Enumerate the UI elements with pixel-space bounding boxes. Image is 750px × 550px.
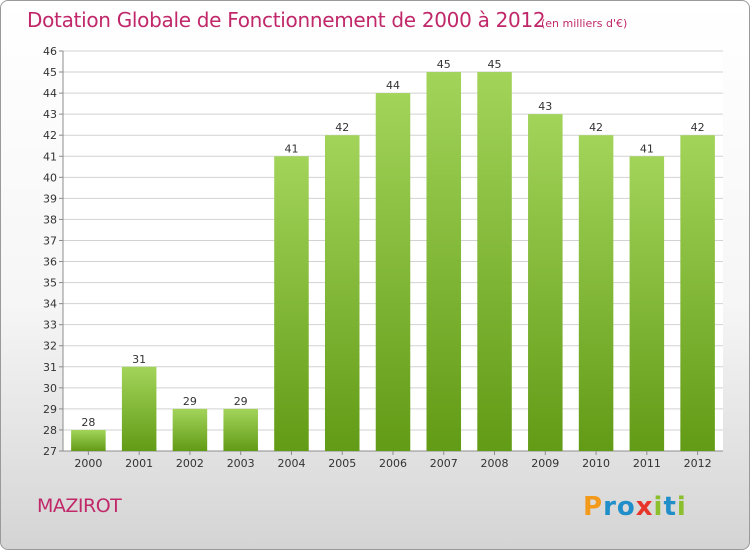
- y-tick-label: 29: [43, 403, 57, 416]
- bar-value-label: 43: [538, 100, 552, 113]
- bar-value-label: 41: [640, 142, 654, 155]
- bar-value-label: 29: [183, 395, 197, 408]
- x-tick-label: 2004: [277, 457, 305, 470]
- y-tick-label: 43: [43, 108, 57, 121]
- chart-title: Dotation Globale de Fonctionnement de 20…: [27, 8, 546, 32]
- y-tick-label: 38: [43, 213, 57, 226]
- x-tick-label: 2012: [684, 457, 712, 470]
- y-tick-label: 44: [43, 87, 57, 100]
- y-tick-label: 32: [43, 340, 57, 353]
- bar-value-label: 42: [335, 121, 349, 134]
- commune-name: MAZIROT: [37, 495, 122, 517]
- bar-value-label: 45: [437, 58, 451, 71]
- bar-value-label: 31: [132, 353, 146, 366]
- y-tick-label: 33: [43, 319, 57, 332]
- y-tick-label: 34: [43, 298, 57, 311]
- y-tick-label: 36: [43, 256, 57, 269]
- x-tick-label: 2007: [430, 457, 458, 470]
- bar: [477, 72, 512, 451]
- bar: [274, 156, 309, 451]
- y-tick-label: 40: [43, 171, 57, 184]
- bar: [528, 114, 563, 451]
- y-tick-label: 27: [43, 445, 57, 458]
- y-tick-label: 30: [43, 382, 57, 395]
- proxiti-logo: Proxiti: [583, 492, 687, 522]
- bar-value-label: 42: [691, 121, 705, 134]
- x-tick-label: 2002: [176, 457, 204, 470]
- bar: [223, 408, 258, 451]
- bar-value-label: 42: [589, 121, 603, 134]
- svg-text:Proxiti: Proxiti: [583, 492, 687, 522]
- bar: [121, 366, 157, 451]
- y-tick-label: 31: [43, 361, 57, 374]
- bar-value-label: 45: [488, 58, 502, 71]
- bar: [324, 135, 360, 452]
- y-tick-label: 46: [43, 45, 57, 58]
- x-tick-label: 2003: [227, 457, 255, 470]
- x-tick-label: 2011: [633, 457, 661, 470]
- x-tick-label: 2008: [481, 457, 509, 470]
- y-tick-label: 42: [43, 129, 57, 142]
- bar: [680, 135, 715, 452]
- labels: 27 28 29 30 31 32 33 34 35 36 37 38 39 40 41 42 43 44 45 46…: [43, 45, 712, 470]
- bar: [629, 156, 665, 451]
- bar: [375, 93, 411, 452]
- chart-units: (en milliers d'€): [541, 17, 628, 30]
- y-tick-label: 28: [43, 424, 57, 437]
- bar-value-label: 41: [284, 142, 298, 155]
- y-tick-label: 35: [43, 277, 57, 290]
- bar: [578, 135, 614, 452]
- x-tick-label: 2005: [328, 457, 356, 470]
- bar: [426, 72, 462, 451]
- x-tick-label: 2009: [531, 457, 559, 470]
- y-tick-label: 45: [43, 66, 57, 79]
- x-tick-label: 2006: [379, 457, 407, 470]
- x-tick-label: 2001: [125, 457, 153, 470]
- bars: [71, 72, 715, 452]
- y-tick-label: 37: [43, 234, 57, 247]
- bar-value-label: 44: [386, 79, 400, 92]
- bar: [172, 408, 208, 451]
- bar-value-label: 29: [234, 395, 248, 408]
- bar-value-label: 28: [81, 416, 95, 429]
- x-tick-label: 2010: [582, 457, 610, 470]
- bar: [71, 429, 106, 451]
- y-tick-label: 39: [43, 192, 57, 205]
- y-tick-label: 41: [43, 150, 57, 163]
- x-tick-label: 2000: [74, 457, 102, 470]
